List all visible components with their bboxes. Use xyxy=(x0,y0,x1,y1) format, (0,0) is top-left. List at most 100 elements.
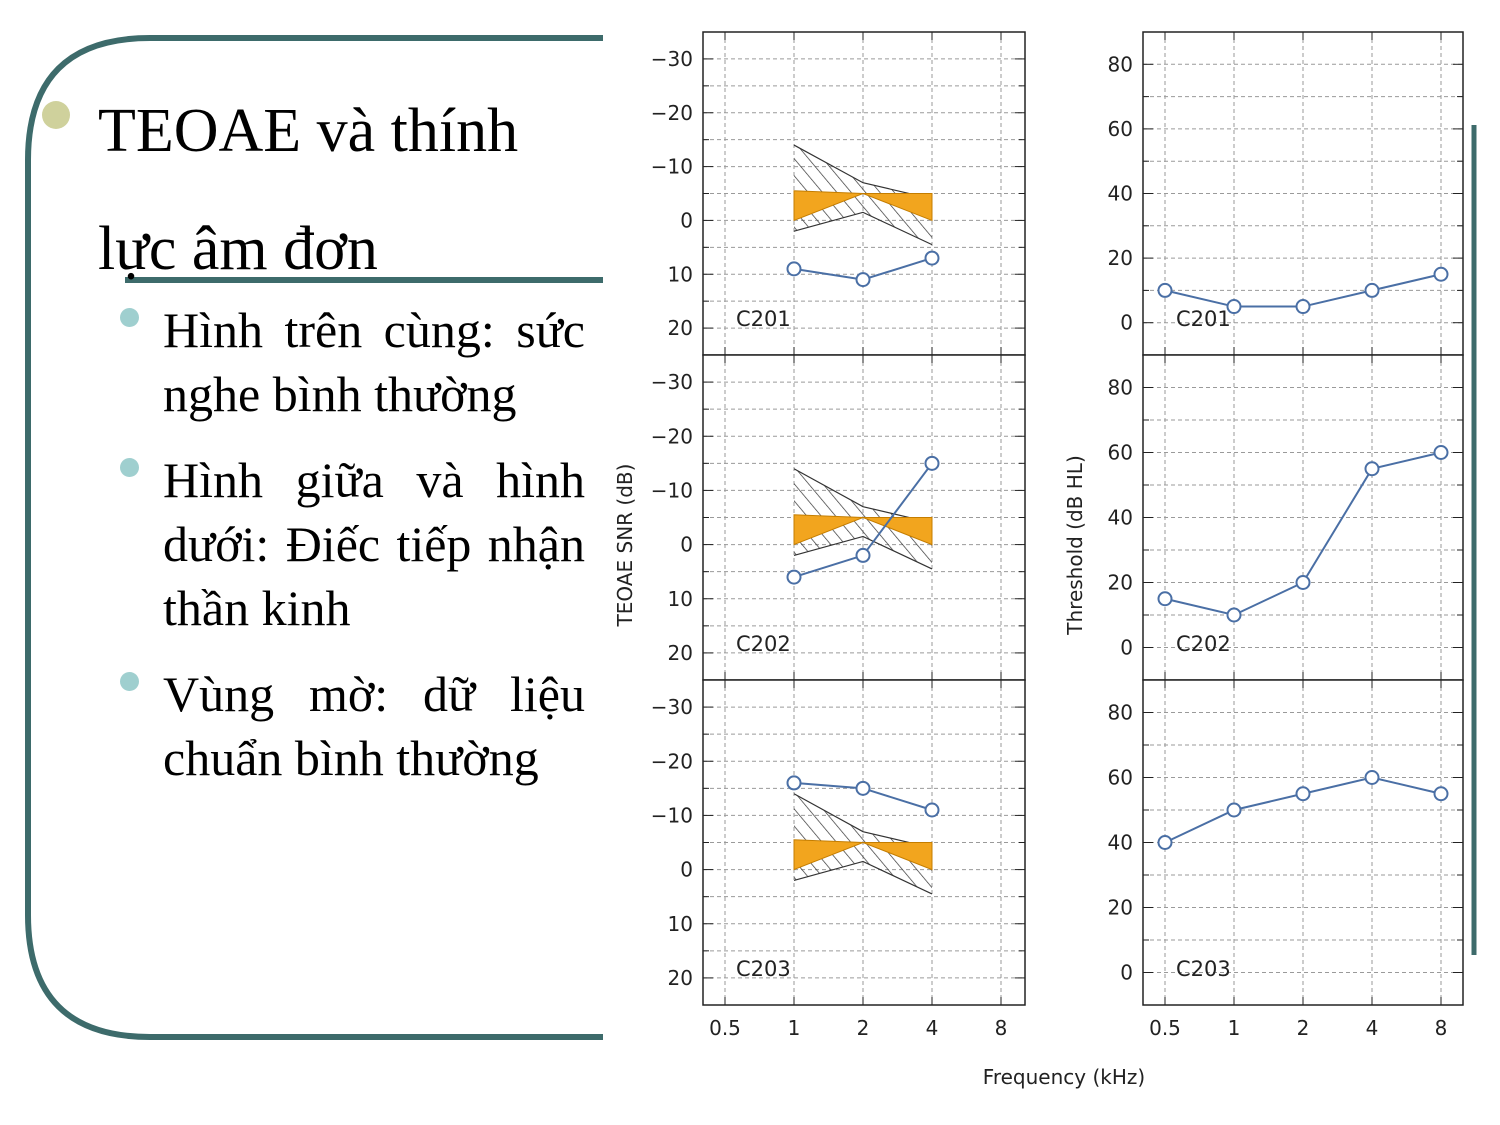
bullet-item: Hình trên cùng: sức nghe bình thường xyxy=(120,298,585,426)
data-point xyxy=(855,272,871,288)
normal-region-hatch xyxy=(794,145,932,245)
y-tick-label: 80 xyxy=(1108,701,1133,725)
x-tick-label: 2 xyxy=(857,1016,870,1040)
x-tick-label: 8 xyxy=(1435,1016,1448,1040)
data-point xyxy=(855,780,871,796)
data-point xyxy=(1157,591,1173,607)
bullet-item: Hình giữa và hình dưới: Điếc tiếp nhận t… xyxy=(120,448,585,640)
plot-panel-c201-threshold: 0 20 40 60 80 C201 xyxy=(1108,31,1464,356)
y-tick-label: −10 xyxy=(651,155,693,179)
bullet-dot xyxy=(120,458,139,477)
y-tick-label: 0 xyxy=(1120,636,1133,660)
panel-label: C203 xyxy=(736,957,791,981)
y-tick-label: 80 xyxy=(1108,52,1133,76)
data-point xyxy=(924,455,940,471)
y-tick-label: 20 xyxy=(1108,246,1133,270)
y-tick-label: −30 xyxy=(651,47,693,71)
bullet-item: Vùng mờ: dữ liệu chuẩn bình thường xyxy=(120,662,585,790)
y-tick-label: 60 xyxy=(1108,441,1133,465)
data-point xyxy=(786,569,802,585)
data-point xyxy=(1433,445,1449,460)
panel-label: C201 xyxy=(1176,307,1231,331)
data-point xyxy=(924,250,940,266)
normal-region-upper-edge xyxy=(793,860,933,895)
x-tick-label: 1 xyxy=(788,1016,801,1040)
data-point xyxy=(1433,266,1449,282)
data-point xyxy=(1364,461,1380,477)
y-tick-label: 10 xyxy=(668,912,693,936)
normal-region-hatch xyxy=(794,793,932,894)
normal-region-upper-edge xyxy=(793,211,933,246)
y-tick-label: 10 xyxy=(668,587,693,611)
y-tick-label: −30 xyxy=(651,695,693,719)
plot-frame xyxy=(702,679,1026,1006)
x-tick-label: 4 xyxy=(926,1016,939,1040)
bullet-text: Hình giữa và hình dưới: Điếc tiếp nhận t… xyxy=(163,452,585,636)
y-tick-label: −20 xyxy=(651,424,693,448)
x-tick-label: 0.5 xyxy=(709,1016,741,1040)
y-tick-label: 60 xyxy=(1108,766,1133,790)
panel-label: C202 xyxy=(1176,632,1231,656)
data-point xyxy=(1364,770,1380,785)
data-point xyxy=(1295,786,1311,802)
data-point xyxy=(1364,282,1380,298)
x-tick-label: 2 xyxy=(1297,1016,1310,1040)
normal-region-median-fill xyxy=(793,514,933,546)
threshold-y-axis-label: Threshold (dB HL) xyxy=(1063,455,1087,635)
plot-panel-c203-teoae: 20 10 0 −10 −20 −30 C203 0.5 1 2 4 8 xyxy=(651,679,1026,1040)
normal-region-median-fill xyxy=(793,839,933,871)
panel-label: C203 xyxy=(1176,957,1231,981)
y-tick-label: 0 xyxy=(1120,961,1133,985)
plot-panel-c203-threshold: 0 20 40 60 80 C203 0.5 1 2 4 8 xyxy=(1108,679,1464,1040)
plot-panel-c202-threshold: 0 20 40 60 80 C202 xyxy=(1108,354,1464,681)
data-point xyxy=(1226,802,1242,818)
x-tick-label: 0.5 xyxy=(1149,1016,1181,1040)
bullet-dot xyxy=(120,672,139,691)
y-tick-label: −20 xyxy=(651,101,693,125)
y-tick-label: 80 xyxy=(1108,376,1133,400)
data-point xyxy=(786,775,802,791)
y-tick-label: 20 xyxy=(1108,571,1133,595)
bullet-list: Hình trên cùng: sức nghe bình thường Hìn… xyxy=(120,298,585,812)
y-tick-label: 20 xyxy=(668,641,693,665)
data-point xyxy=(1157,835,1173,850)
y-tick-label: 60 xyxy=(1108,117,1133,141)
y-tick-label: 20 xyxy=(668,966,693,990)
bullet-text: Vùng mờ: dữ liệu chuẩn bình thường xyxy=(163,666,585,786)
y-tick-label: −10 xyxy=(651,478,693,502)
y-tick-label: 0 xyxy=(680,533,693,557)
data-point xyxy=(1226,299,1242,315)
frame-border xyxy=(25,35,603,1040)
normal-region-hatch xyxy=(794,468,932,569)
x-axis-label: Frequency (kHz) xyxy=(983,1065,1145,1089)
x-tick-label: 8 xyxy=(995,1016,1008,1040)
y-tick-label: 40 xyxy=(1108,831,1133,855)
data-point xyxy=(1295,575,1311,590)
y-tick-label: 20 xyxy=(668,316,693,340)
plot-panel-c202-teoae: 20 10 0 −10 −20 −30 C202 xyxy=(651,354,1026,681)
y-tick-label: 0 xyxy=(1120,311,1133,335)
plot-frame xyxy=(1142,679,1464,1006)
x-tick-label: 1 xyxy=(1228,1016,1241,1040)
title-line-1: TEOAE và thính xyxy=(98,97,519,165)
y-tick-label: 0 xyxy=(680,208,693,232)
bullet-text: Hình trên cùng: sức nghe bình thường xyxy=(163,302,585,422)
y-tick-label: 40 xyxy=(1108,182,1133,206)
data-point xyxy=(786,261,802,277)
data-point xyxy=(1295,299,1311,315)
title-line-2: lực âm đơn xyxy=(98,215,378,283)
data-point xyxy=(924,802,940,818)
y-tick-label: 0 xyxy=(680,858,693,882)
y-tick-label: 40 xyxy=(1108,506,1133,530)
y-tick-label: −10 xyxy=(651,803,693,827)
y-tick-label: −30 xyxy=(651,370,693,394)
data-point xyxy=(855,547,871,563)
slide-title: TEOAE và thính lực âm đơn xyxy=(98,72,598,308)
plot-panel-c201-teoae: 20 10 0 −10 −20 −30 C201 xyxy=(651,31,1026,356)
data-point xyxy=(1157,282,1173,298)
panel-label: C202 xyxy=(736,632,791,656)
y-tick-label: −20 xyxy=(651,749,693,773)
